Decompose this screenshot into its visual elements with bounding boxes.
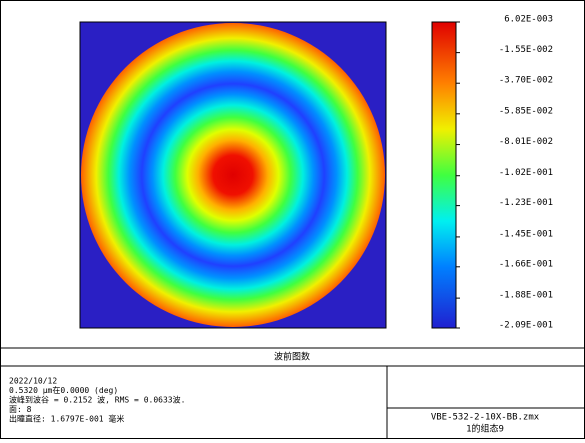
colorbar-tick-label: -1.88E-001: [499, 291, 553, 301]
wavefront: [81, 23, 385, 327]
info-line: 2022/10/12: [9, 377, 57, 386]
colorbar-tick-label: -1.02E-001: [499, 168, 553, 178]
colorbar-tick-label: -3.70E-002: [499, 76, 553, 86]
file-name: VBE-532-2-10X-BB.zmx: [431, 413, 540, 423]
info-line: 波峰到波谷 = 0.2152 波, RMS = 0.0633波.: [9, 395, 185, 405]
config: 1的组态9: [466, 423, 504, 435]
title: 波前图数: [274, 351, 310, 363]
colorbar-tick-label: -2.09E-001: [499, 321, 553, 331]
info-line: 出瞳直径: 1.6797E-001 毫米: [9, 414, 124, 424]
colorbar-tick-label: -1.23E-001: [499, 198, 553, 208]
colorbar-tick-label: -1.66E-001: [499, 259, 553, 269]
info-line: 面: 8: [9, 405, 32, 414]
colorbar-tick-label: -1.55E-002: [499, 45, 553, 55]
colorbar-tick-label: -1.45E-001: [499, 229, 553, 239]
colorbar-tick-label: -5.85E-002: [499, 106, 553, 116]
info-line: 0.5320 μm在0.0000 (deg): [9, 385, 118, 395]
colorbar-tick-label: -8.01E-002: [499, 137, 553, 147]
colorbar-tick-label: 6.02E-003: [504, 15, 553, 25]
colorbar: [431, 21, 457, 329]
